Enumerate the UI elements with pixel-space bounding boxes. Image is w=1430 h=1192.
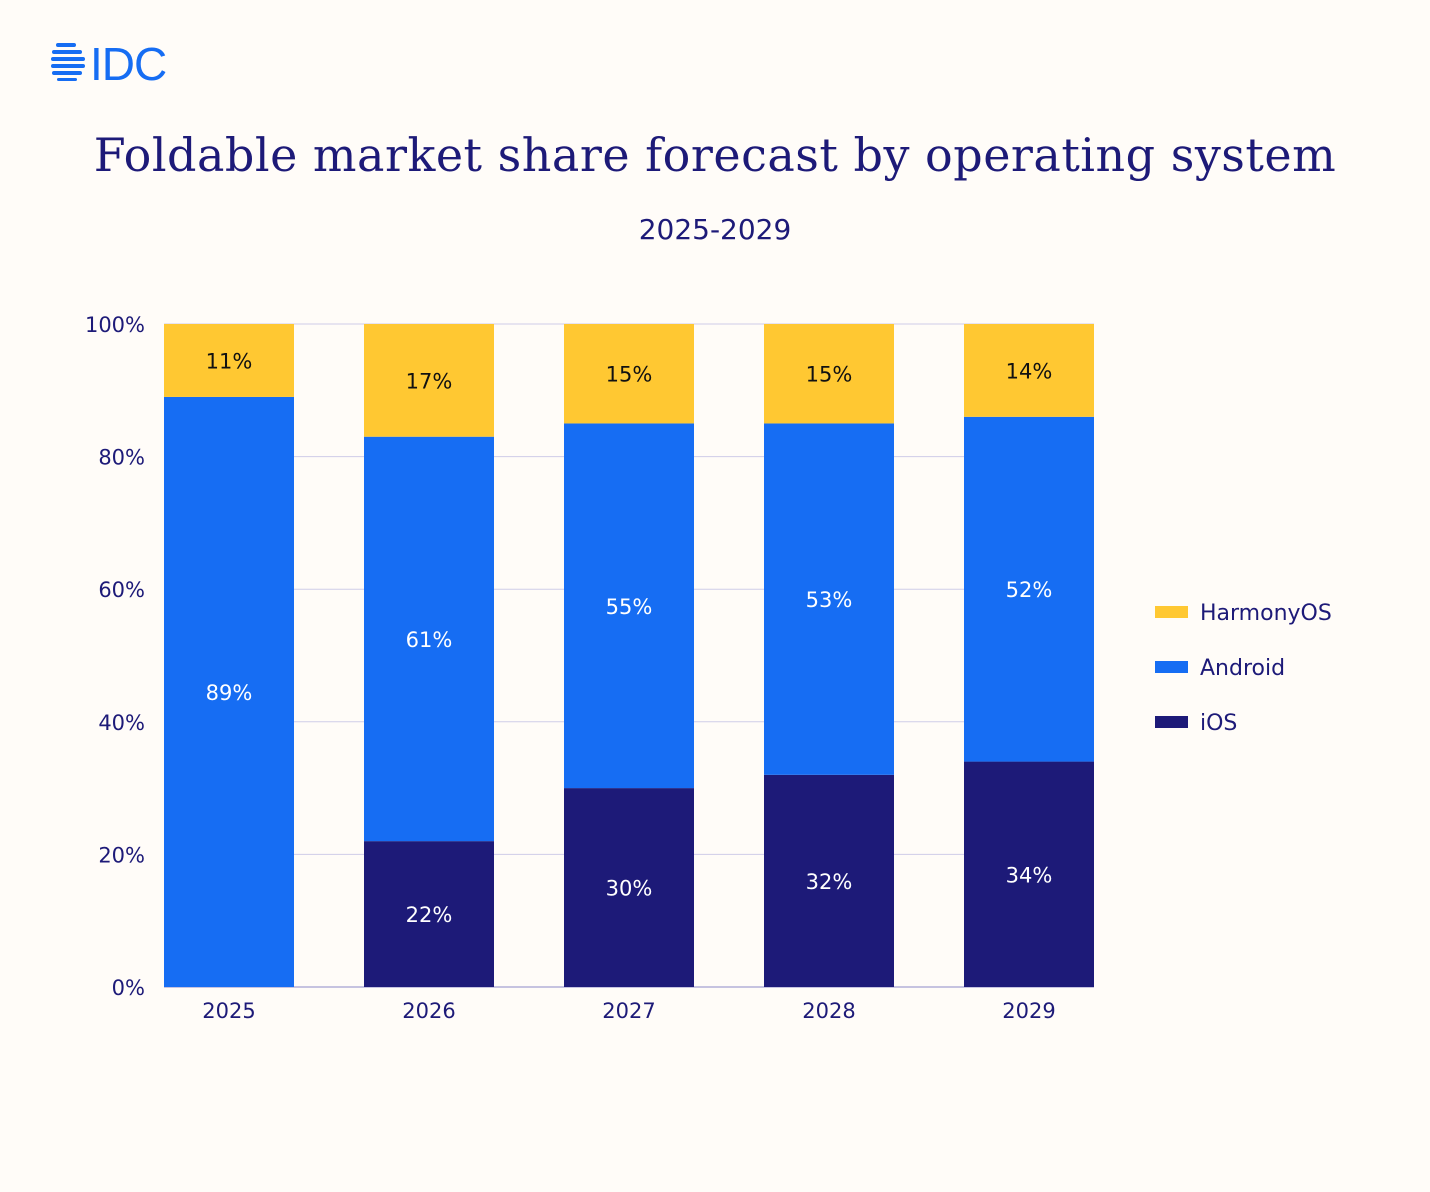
data-label: 14% [1006, 359, 1053, 383]
y-tick-label: 100% [85, 313, 145, 337]
data-label: 53% [806, 588, 853, 612]
legend-swatch-ios [1155, 716, 1188, 728]
bar-harmonyos-2027 [564, 324, 694, 424]
legend-label: Android [1200, 656, 1285, 681]
data-label: 32% [806, 870, 853, 894]
data-label: 15% [806, 363, 853, 387]
legend-label: HarmonyOS [1200, 601, 1332, 626]
data-label: 15% [606, 363, 653, 387]
data-label: 17% [406, 369, 453, 393]
data-label: 11% [206, 349, 253, 373]
y-tick-label: 80% [98, 446, 145, 470]
y-tick-label: 40% [98, 711, 145, 735]
bar-android-2025 [164, 396, 294, 987]
bar-android-2029 [964, 416, 1094, 762]
x-tick-label: 2028 [802, 999, 855, 1023]
bar-ios-2027 [564, 788, 694, 987]
bar-android-2027 [564, 423, 694, 789]
legend-swatch-harmonyos [1155, 606, 1188, 618]
x-tick-label: 2025 [202, 999, 255, 1023]
bar-harmonyos-2026 [364, 324, 494, 437]
data-label: 30% [606, 877, 653, 901]
data-label: 52% [1006, 578, 1053, 602]
bar-ios-2026 [364, 841, 494, 987]
data-label: 55% [606, 595, 653, 619]
bar-ios-2028 [764, 774, 894, 987]
legend-label: iOS [1200, 711, 1237, 736]
chart-subtitle: 2025-2029 [638, 213, 792, 246]
chart-title: Foldable market share forecast by operat… [93, 128, 1337, 182]
x-tick-label: 2029 [1002, 999, 1055, 1023]
y-tick-label: 20% [98, 843, 145, 867]
bar-android-2028 [764, 423, 894, 775]
data-label: 22% [406, 903, 453, 927]
bar-harmonyos-2029 [964, 324, 1094, 417]
x-tick-label: 2027 [602, 999, 655, 1023]
x-tick-label: 2026 [402, 999, 455, 1023]
bar-ios-2029 [964, 761, 1094, 987]
svg-text:IDC: IDC [90, 40, 166, 84]
idc-logo: IDC [51, 40, 167, 84]
bar-android-2026 [364, 436, 494, 842]
bar-harmonyos-2025 [164, 324, 294, 397]
y-tick-label: 60% [98, 578, 145, 602]
y-tick-label: 0% [112, 976, 145, 1000]
data-label: 34% [1006, 863, 1053, 887]
data-label: 61% [406, 628, 453, 652]
data-label: 89% [206, 681, 253, 705]
legend-swatch-android [1155, 661, 1188, 673]
bar-harmonyos-2028 [764, 324, 894, 424]
